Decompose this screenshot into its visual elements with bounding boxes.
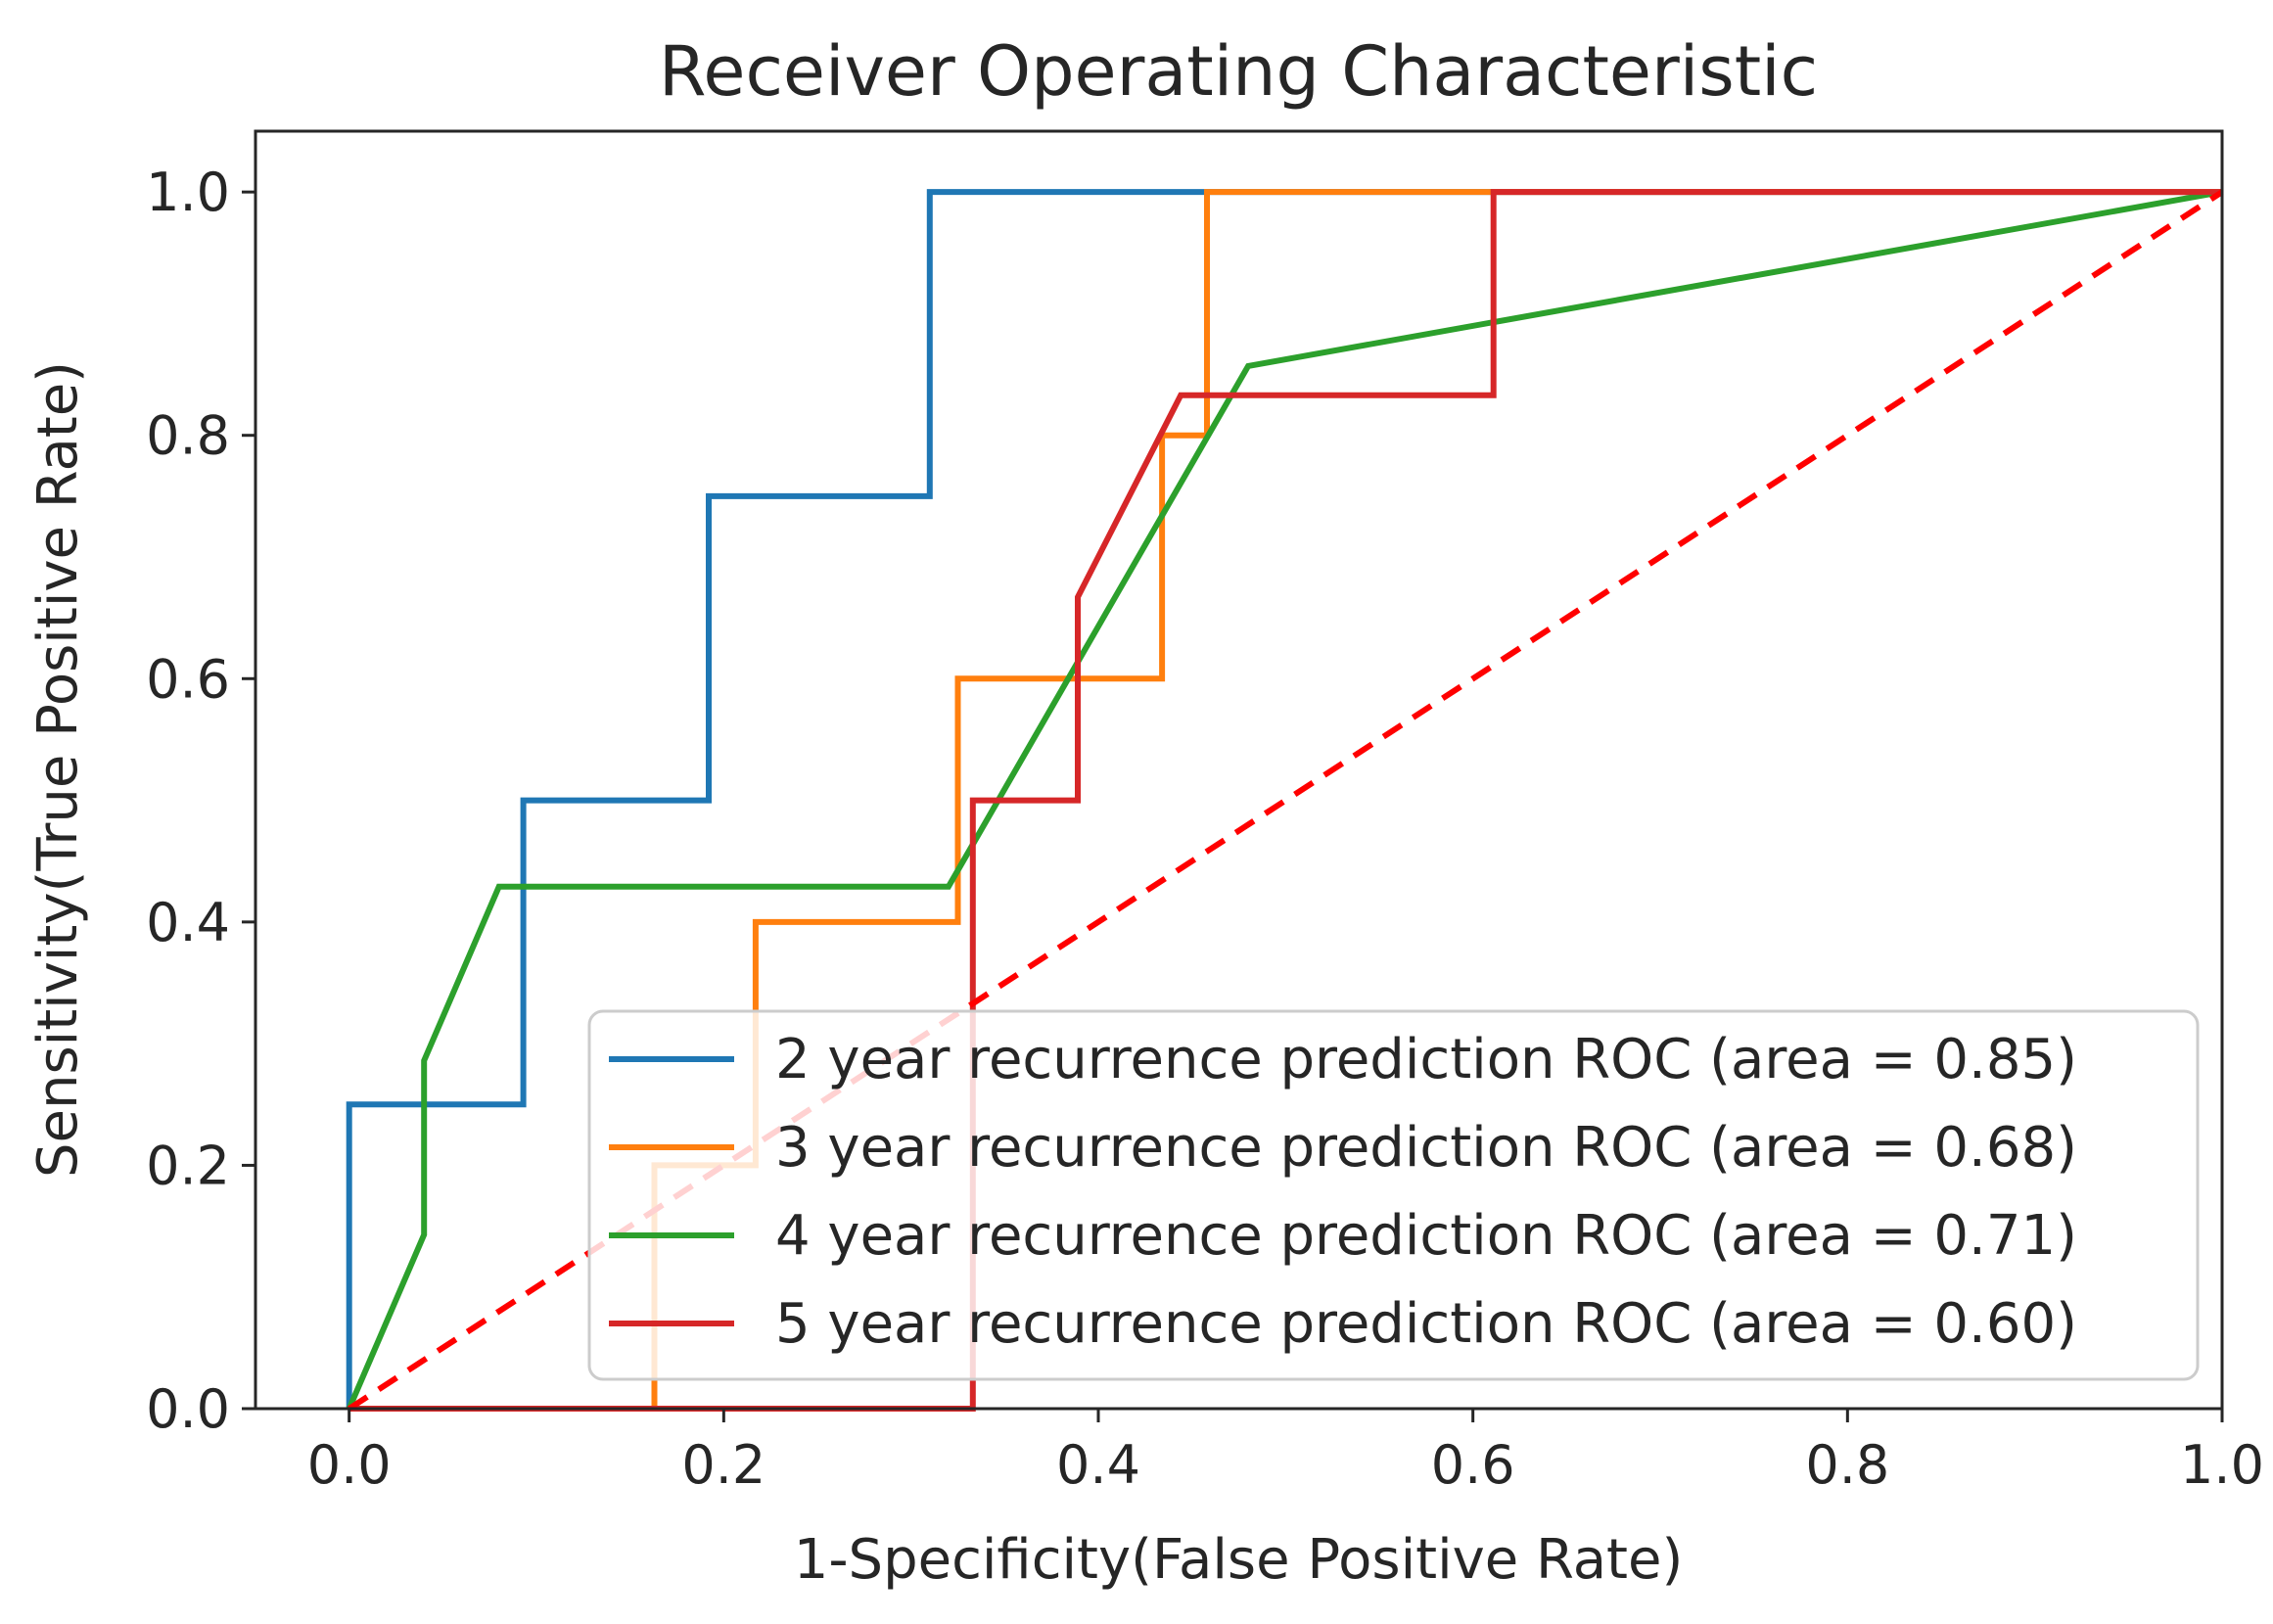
- legend-label-5-year: 5 year recurrence prediction ROC (area =…: [775, 1292, 2077, 1356]
- legend-label-3-year: 3 year recurrence prediction ROC (area =…: [775, 1116, 2077, 1180]
- y-tick-label: 1.0: [146, 162, 230, 223]
- y-tick-label: 0.6: [146, 648, 230, 710]
- legend-box: [587, 1009, 2200, 1381]
- x-axis-label: 1-Specificity(False Positive Rate): [794, 1528, 1684, 1592]
- legend-entry-2-year: 2 year recurrence prediction ROC (area =…: [609, 1028, 2077, 1091]
- y-axis-label: Sensitivity(True Positive Rate): [26, 361, 90, 1178]
- x-tick-label: 0.4: [1056, 1434, 1140, 1496]
- legend-entry-4-year: 4 year recurrence prediction ROC (area =…: [609, 1204, 2077, 1268]
- x-tick-label: 0.0: [307, 1434, 392, 1496]
- roc-curve-2-year: [346, 189, 2222, 1409]
- x-tick-label: 0.2: [681, 1434, 765, 1496]
- x-tick-label: 1.0: [2180, 1434, 2264, 1496]
- y-tick-label: 0.8: [146, 405, 230, 467]
- legend-label-2-year: 2 year recurrence prediction ROC (area =…: [775, 1028, 2077, 1091]
- legend-label-4-year: 4 year recurrence prediction ROC (area =…: [775, 1204, 2077, 1268]
- legend: 2 year recurrence prediction ROC (area =…: [587, 1009, 2200, 1381]
- y-tick-label: 0.2: [146, 1135, 230, 1196]
- y-tick-label: 0.4: [146, 892, 230, 953]
- roc-curve-4-year: [346, 189, 2223, 1411]
- plot-frame: [254, 129, 2224, 1411]
- x-axis-ticks: 0.0 0.2 0.4 0.6 0.8 1.0: [307, 1409, 2264, 1496]
- y-axis-ticks: 0.0 0.2 0.4 0.6 0.8 1.0: [146, 162, 255, 1440]
- legend-entry-5-year: 5 year recurrence prediction ROC (area =…: [609, 1292, 2077, 1356]
- y-tick-label: 0.0: [146, 1378, 230, 1440]
- x-tick-label: 0.8: [1805, 1434, 1889, 1496]
- x-tick-label: 0.6: [1431, 1434, 1515, 1496]
- chart-title: Receiver Operating Characteristic: [659, 31, 1818, 112]
- legend-entry-3-year: 3 year recurrence prediction ROC (area =…: [609, 1116, 2077, 1180]
